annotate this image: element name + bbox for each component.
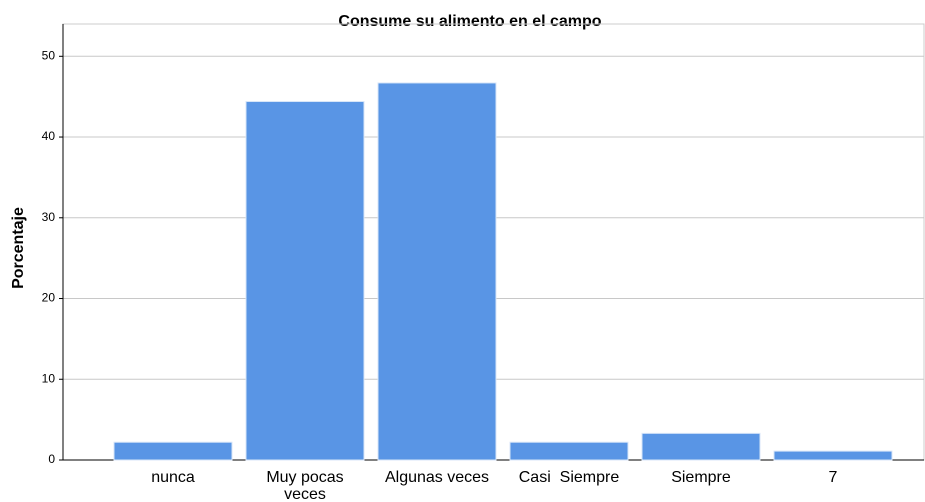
bar xyxy=(245,101,365,461)
x-tick-label: Muy pocas veces xyxy=(266,469,343,502)
x-tick-label: Algunas veces xyxy=(385,469,489,486)
x-tick-label: 7 xyxy=(829,469,838,486)
x-tick-label: Siempre xyxy=(671,469,731,486)
chart-title: Consume su alimento en el campo xyxy=(338,13,601,30)
bar xyxy=(641,432,761,461)
y-axis-label: Porcentaje xyxy=(10,207,27,289)
y-tick-label: 10 xyxy=(42,371,56,385)
x-tick-label: Casi Siempre xyxy=(519,469,620,486)
y-tick-label: 20 xyxy=(42,291,56,305)
bar xyxy=(377,82,497,461)
y-tick-label: 50 xyxy=(42,48,56,62)
bar xyxy=(113,441,233,461)
bar xyxy=(773,450,893,461)
y-tick-label: 40 xyxy=(42,129,56,143)
y-tick-label: 0 xyxy=(48,452,55,466)
bar xyxy=(509,441,629,461)
y-tick-label: 30 xyxy=(42,210,56,224)
x-tick-label: nunca xyxy=(151,469,195,486)
